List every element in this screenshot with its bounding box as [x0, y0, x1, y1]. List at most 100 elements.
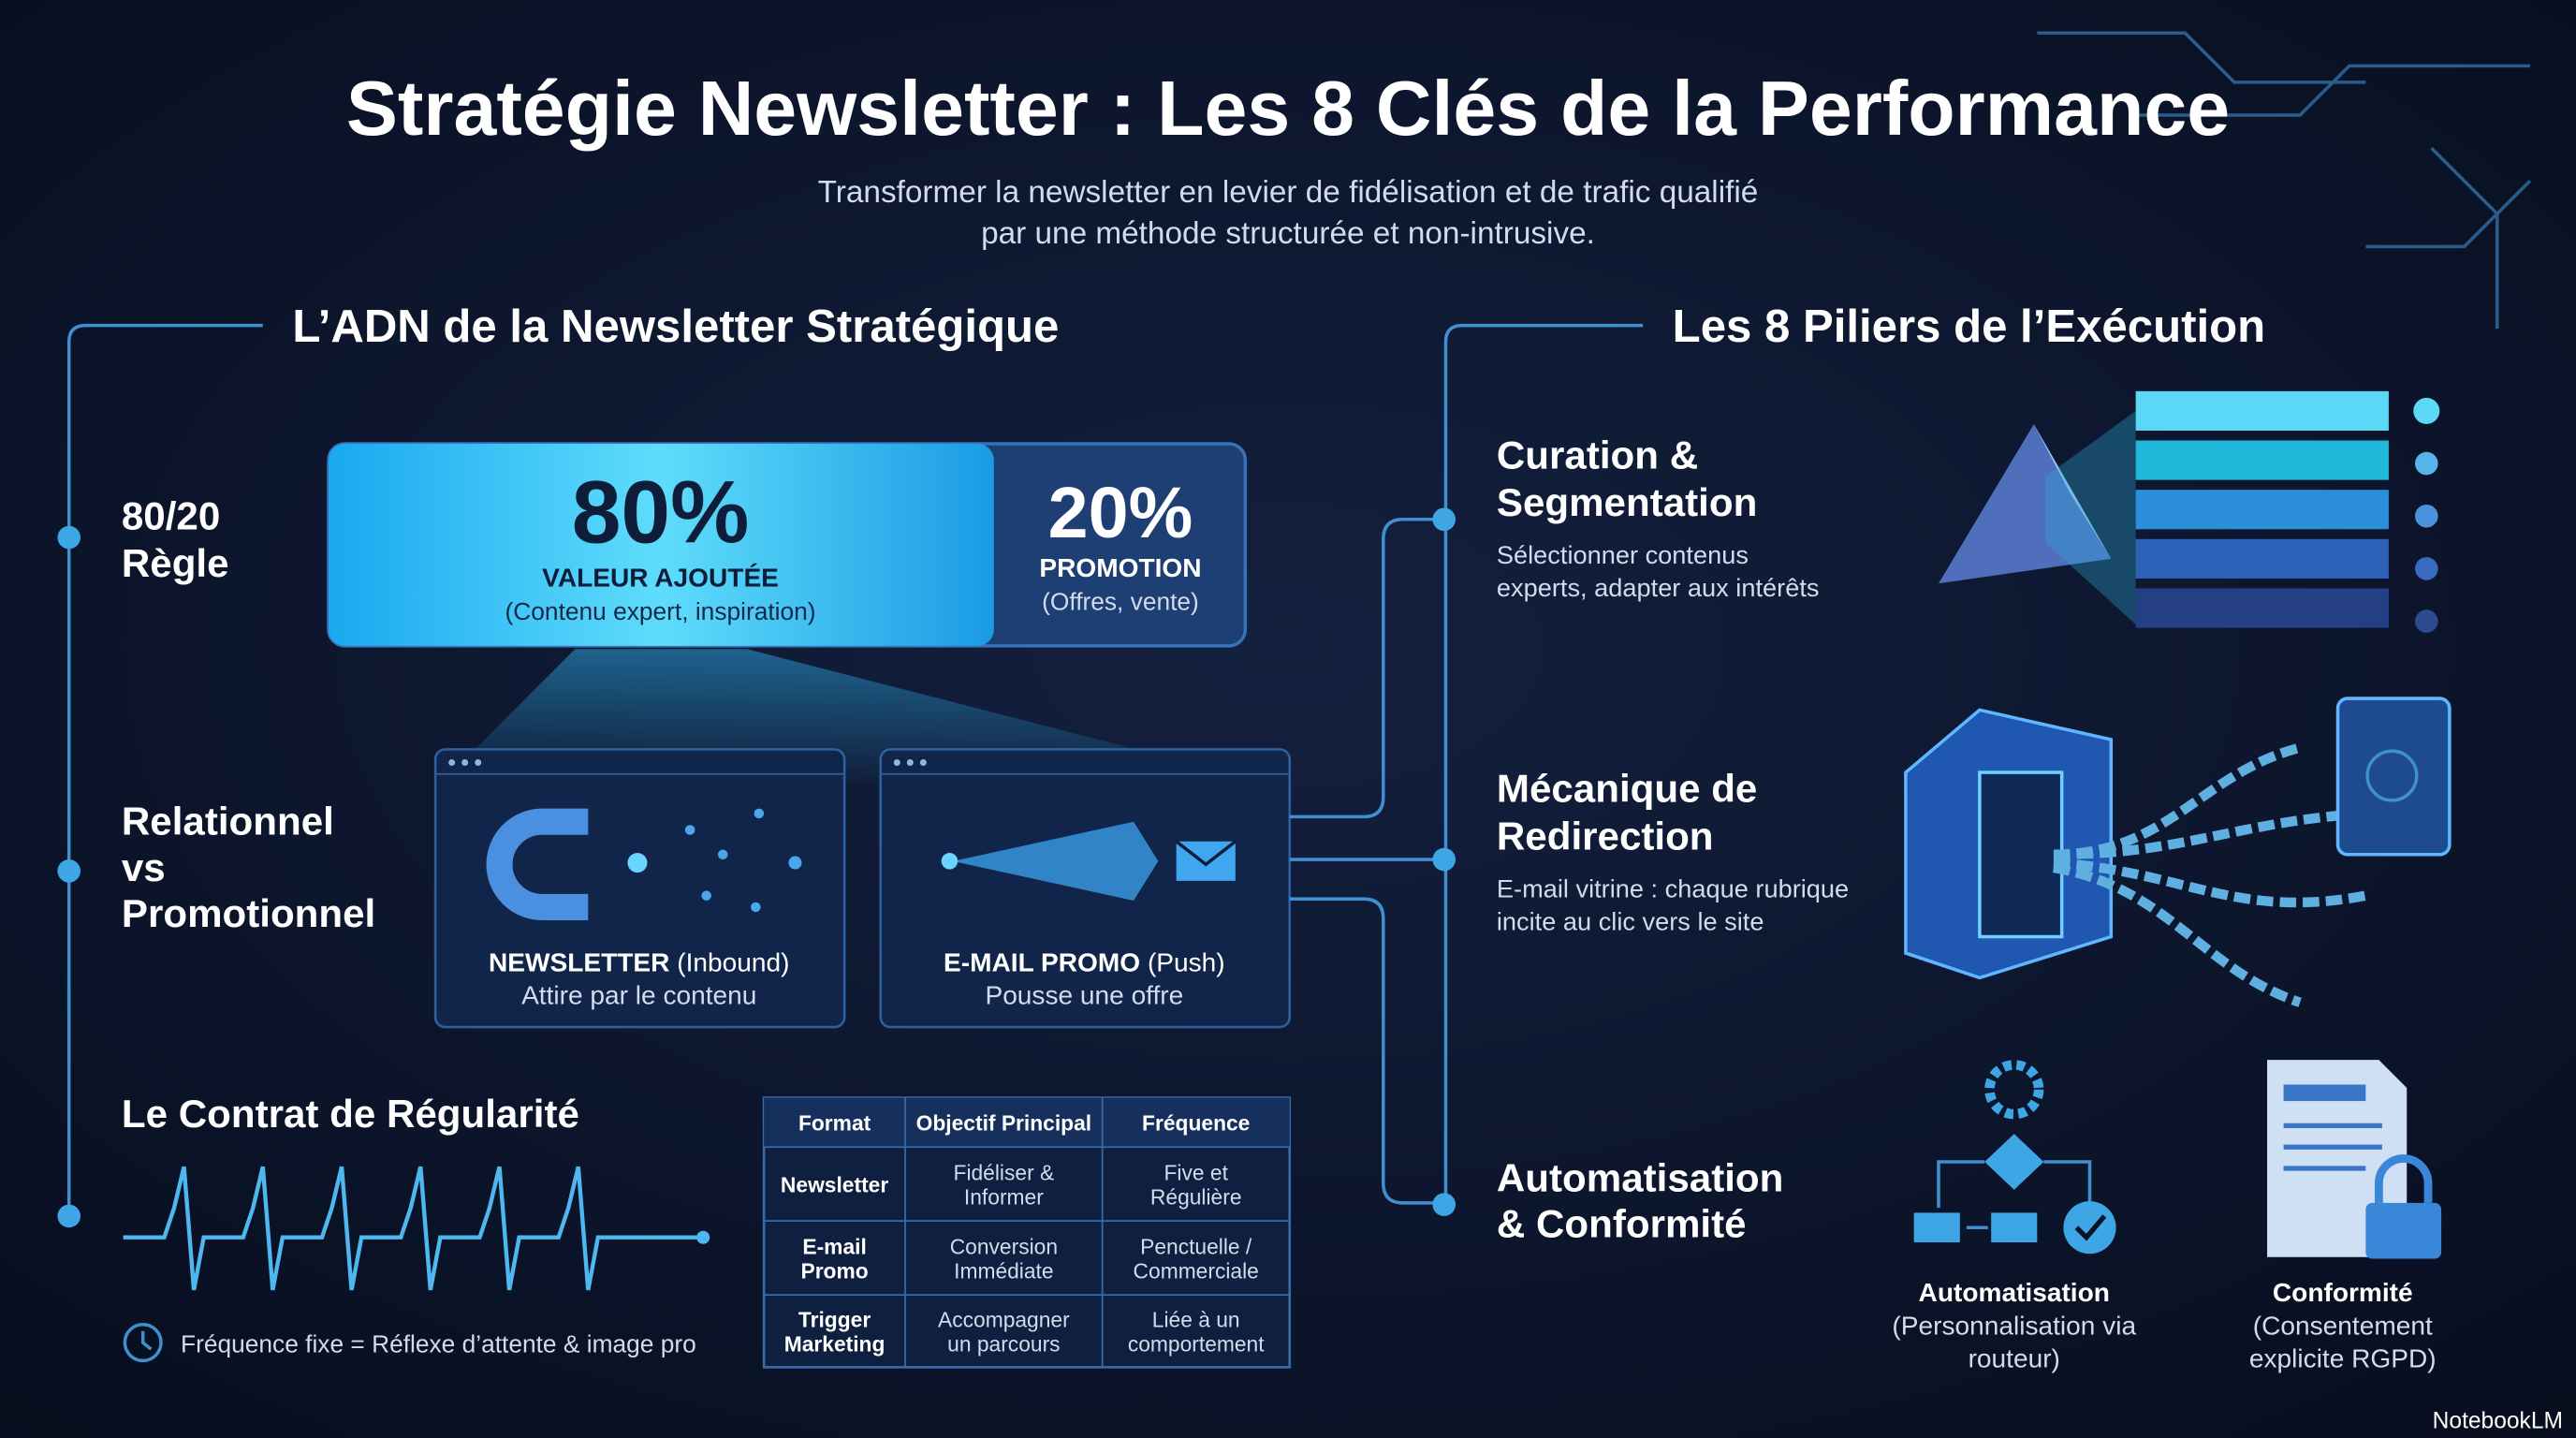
card-newsletter-shape [754, 808, 765, 819]
card-newsletter-shape [788, 856, 802, 870]
pillar-title-shape: Curation & [1497, 433, 1698, 477]
subtitle: par une méthode structurée et non-intrus… [981, 216, 1595, 251]
table-cell: Liée à un comportement [1128, 1307, 1265, 1356]
pillar-2-shape [2365, 749, 2419, 802]
icon-desc-shape: routeur) [1969, 1343, 2060, 1372]
pillar-3-shape [2063, 1201, 2116, 1255]
card-promo-shape [952, 821, 1159, 901]
card-newsletter-shape [486, 808, 589, 920]
rule-label-shape: Règle [122, 541, 229, 585]
left-connector [57, 323, 263, 1228]
card-desc: Attire par le contenu [521, 981, 756, 1010]
table-cell-line: Five et [1164, 1160, 1229, 1184]
split-note: (Contenu expert, inspiration) [505, 597, 816, 625]
table-cell: Conversion Immédiate [950, 1234, 1058, 1283]
card-newsletter-shape [475, 759, 482, 767]
heartbeat-shape [696, 1230, 710, 1244]
pillar-desc: E-mail vitrine : chaque rubrique incite a… [1497, 873, 1849, 935]
pillar-1-shape [2045, 410, 2136, 625]
pillar-3-shape [2365, 1202, 2442, 1259]
pillar-3-shape [2283, 1123, 2382, 1171]
pillar-title: Automatisation & Conformité [1497, 1156, 1783, 1246]
heartbeat [123, 1166, 710, 1363]
card-newsletter-shape [751, 902, 761, 913]
pillar-desc-shape: experts, adapter aux intérêts [1497, 573, 1820, 602]
table-cell-line: Régulière [1150, 1185, 1242, 1210]
table-cell: E-mail Promo [800, 1234, 868, 1283]
card-newsletter-shape [461, 759, 469, 767]
pillar-1-shape [2135, 490, 2389, 530]
title: Stratégie Newsletter : Les 8 Clés de la … [346, 66, 2230, 152]
card-promo: E-MAIL PROMO (Push) Pousse une offre [879, 748, 1292, 1029]
card-promo-shape [906, 759, 914, 767]
background-shape [2037, 31, 2532, 330]
subtitle: Transformer la newsletter en levier de f… [818, 175, 1759, 210]
pillar-3-shape [1991, 1212, 2038, 1242]
rule-label-shape: 80/20 [122, 493, 220, 537]
pillar-1-shape [2415, 451, 2438, 476]
pillar-desc-shape: Sélectionner contenus [1497, 540, 1749, 569]
pillar-desc-shape: incite au clic vers le site [1497, 907, 1764, 936]
card-promo-shape [919, 759, 927, 767]
pillar-2-shape [2052, 742, 2367, 1007]
table-header: Fréquence [1142, 1111, 1250, 1136]
pillar-1-shape [2415, 609, 2438, 633]
pillar-3-shape [2074, 1214, 2107, 1241]
card-promo-shape [893, 759, 900, 767]
pillar-1-shape [1939, 423, 2112, 584]
table-cell-line: Promo [800, 1259, 868, 1284]
card-newsletter-shape [448, 759, 456, 767]
pillar-title-shape: Automatisation [1497, 1156, 1783, 1200]
card-title: NEWSLETTER (Inbound) [489, 947, 789, 976]
pillar-2: Mécanique de Redirection E-mail vitrine :… [1497, 697, 2452, 1007]
table-cell: Penctuelle / Commerciale [1134, 1234, 1259, 1283]
right-connector [1289, 323, 1644, 1216]
table-cell: Trigger Marketing [784, 1307, 886, 1356]
pillar-1-shape [2135, 538, 2389, 579]
pillar-title-shape: & Conformité [1497, 1202, 1747, 1246]
contrast-label-shape: vs [122, 845, 166, 889]
right-connector-shape [1289, 518, 1446, 819]
footnote: Fréquence fixe = Réflexe d’attente & ima… [181, 1330, 696, 1358]
icon-desc-shape: (Consentement [2253, 1311, 2433, 1340]
table-cell: Accompagner un parcours [938, 1307, 1070, 1356]
table-header: Objectif Principal [916, 1111, 1091, 1136]
pillar-1-shape [2135, 588, 2389, 628]
icon-desc-shape: explicite RGPD) [2249, 1343, 2437, 1372]
left-connector-shape [57, 525, 80, 550]
pillar-3-shape [1937, 1160, 2092, 1229]
card-desc: Pousse une offre [985, 981, 1183, 1010]
left-connector-shape [66, 323, 263, 1216]
pillar-1-shape [2135, 440, 2389, 480]
table-cell-line: Liée à un [1152, 1307, 1240, 1331]
table-cell-line: Conversion [950, 1234, 1058, 1258]
icon-desc-shape: (Personnalisation via [1892, 1311, 2136, 1340]
card-title-shape: (Push) [1148, 947, 1225, 976]
table-cell-line: comportement [1128, 1332, 1265, 1357]
table-cell-line: Informer [964, 1185, 1044, 1210]
icon-title: Automatisation [1919, 1278, 2110, 1307]
left-connector-shape [57, 859, 80, 883]
comparison-table: Format Objectif Principal Fréquence Newslet… [762, 1096, 1292, 1369]
pillar-title-shape: Segmentation [1497, 480, 1757, 524]
card-title: E-MAIL PROMO (Push) [944, 947, 1225, 976]
card-title-shape: E-MAIL PROMO [944, 947, 1140, 976]
table-cell-line: Commerciale [1134, 1259, 1259, 1284]
card-title-shape: NEWSLETTER [489, 947, 669, 976]
pillar-title-shape: Mécanique de [1497, 767, 1757, 811]
table-header: Format [798, 1111, 871, 1136]
table-cell-line: Penctuelle / [1140, 1234, 1252, 1258]
pillar-2-shape [2335, 697, 2452, 857]
regularity-heading: Le Contrat de Régularité [122, 1092, 579, 1136]
contrast-label-shape: Relationnel [122, 800, 334, 844]
card-newsletter: NEWSLETTER (Inbound) Attire par le conte… [433, 748, 846, 1029]
icon-title: Conformité [2273, 1278, 2413, 1307]
split-bar: 80% VALEUR AJOUTÉE (Contenu expert, insp… [327, 442, 1290, 789]
right-connector-shape [1289, 897, 1446, 1205]
section-heading: L’ADN de la Newsletter Stratégique [292, 301, 1059, 352]
pillar-title: Curation & Segmentation [1497, 433, 1757, 524]
table-cell-line: un parcours [947, 1332, 1060, 1357]
card-promo-shape [1175, 840, 1237, 867]
